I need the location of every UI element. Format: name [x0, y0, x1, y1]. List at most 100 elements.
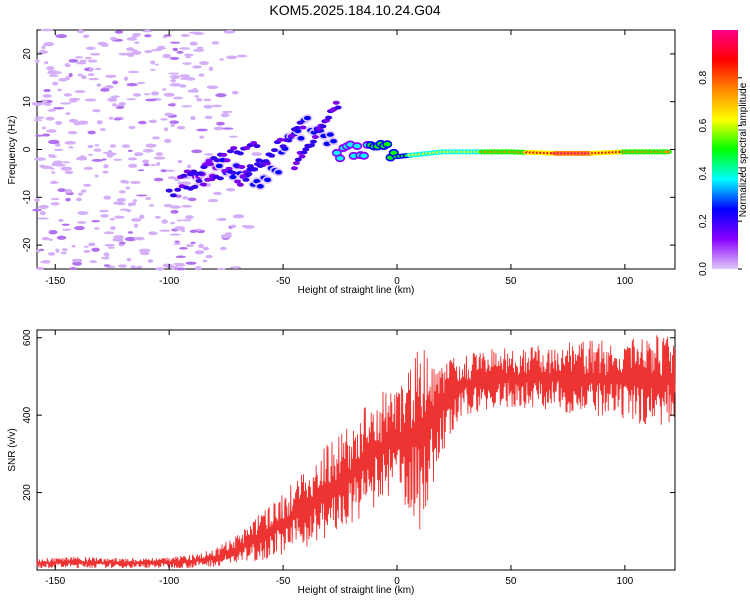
spectrogram-noise-cell — [116, 197, 127, 202]
spectrogram-noise-cell — [54, 71, 62, 74]
spectrogram-noise-cell — [52, 81, 59, 86]
spectrogram-noise-cell — [169, 233, 182, 236]
spectrogram-ridge-cell — [250, 141, 258, 146]
spectrogram-noise-cell — [150, 164, 157, 167]
spectrogram-noise-cell — [57, 88, 62, 92]
spectrogram-noise-cell — [120, 208, 130, 211]
snr-y-axis-label: SNR (v/v) — [7, 428, 18, 471]
spectrogram-noise-cell — [136, 81, 146, 85]
spectrogram-noise-cell — [42, 133, 51, 137]
spectrogram-ridge-cell — [195, 178, 203, 183]
spectrogram-noise-cell — [96, 83, 102, 87]
spectrogram-noise-cell — [180, 33, 190, 37]
spectrogram-noise-cell — [53, 148, 64, 152]
spectrogram-noise-cell — [150, 49, 162, 52]
spectrogram-noise-cell — [137, 169, 145, 172]
spectrogram-noise-cell — [54, 163, 66, 167]
spectrogram-x-tick-label: -100 — [159, 276, 179, 287]
spectrogram-noise-cell — [136, 265, 143, 269]
spectrogram-noise-cell — [56, 235, 67, 240]
snr-panel: -150 -100 -50 0 50 100 200 400 600 Height of st… — [7, 329, 676, 596]
spectrogram-ridge-cell — [303, 115, 311, 121]
spectrogram-noise-cell — [139, 214, 145, 219]
spectrogram-noise-cell — [50, 167, 55, 170]
snr-y-ticks: 200 400 600 — [22, 329, 675, 501]
spectrogram-noise-cell — [113, 158, 122, 161]
spectrogram-noise-cell — [174, 240, 180, 244]
spectrogram-noise-cell — [185, 77, 196, 81]
spectrogram-noise-cell — [72, 261, 82, 266]
spectrogram-noise-cell — [145, 98, 157, 102]
spectrogram-noise-cell — [192, 48, 205, 52]
spectrogram-ridge-cell — [330, 139, 338, 144]
spectrogram-ridge-cell — [285, 138, 293, 143]
spectrogram-noise-cell — [85, 46, 96, 50]
spectrogram-noise-cell — [64, 189, 73, 194]
spectrogram-noise-cell — [203, 104, 213, 109]
spectrogram-noise-cell — [229, 224, 237, 228]
spectrogram-noise-cell — [134, 41, 140, 44]
spectrogram-noise-cell — [112, 80, 119, 85]
spectrogram-noise-cell — [170, 209, 179, 214]
spectrogram-noise-cell — [176, 50, 184, 54]
spectrogram-ridge-cell — [238, 164, 246, 169]
spectrogram-noise-cell — [213, 126, 224, 131]
spectrogram-noise-cell — [130, 218, 142, 222]
spectrogram-noise-cell — [204, 115, 213, 119]
spectrogram-noise-cell — [202, 259, 208, 263]
spectrogram-ridge-cell — [239, 174, 247, 179]
chart-title: KOM5.2025.184.10.24.G04 — [269, 2, 441, 18]
spectrogram-x-tick-label: -150 — [45, 276, 65, 287]
spectrogram-ridge-cell — [298, 154, 306, 159]
spectrogram-noise-cell — [125, 52, 137, 55]
spectrogram-noise-cell — [94, 174, 99, 178]
spectrogram-ridge-cell — [251, 167, 259, 172]
spectrogram-noise-cell — [194, 266, 202, 271]
spectrogram-noise-cell — [154, 63, 159, 66]
spectrogram-noise-cell — [181, 219, 192, 222]
spectrogram-noise-cell — [251, 152, 263, 156]
spectrogram-noise-cell — [148, 119, 158, 124]
spectrogram-noise-cell — [150, 60, 156, 65]
spectrogram-ridge-cell — [293, 125, 301, 130]
spectrogram-noise-cell — [103, 231, 115, 235]
spectrogram-noise-cell — [46, 66, 55, 71]
spectrogram-noise-cell — [179, 74, 191, 78]
spectrogram-noise-cell — [150, 68, 156, 71]
spectrogram-noise-cell — [126, 257, 132, 262]
spectrogram-noise-cell — [127, 157, 138, 161]
spectrogram-noise-cell — [68, 97, 81, 102]
spectrogram-ridge-cell — [346, 142, 354, 147]
spectrogram-noise-cell — [160, 169, 167, 173]
spectrogram-noise-cell — [35, 59, 40, 64]
spectrogram-noise-cell — [50, 202, 60, 206]
spectrogram-noise-cell — [179, 84, 187, 88]
spectrogram-noise-cell — [41, 236, 50, 241]
spectrogram-ridge-cell — [220, 152, 228, 157]
spectrogram-ridge-cell — [271, 148, 279, 153]
spectrogram-noise-cell — [110, 226, 116, 231]
spectrogram-noise-cell — [115, 202, 126, 206]
spectrogram-noise-cell — [159, 229, 171, 232]
spectrogram-noise-cell — [110, 95, 120, 98]
spectrogram-noise-cell — [219, 58, 224, 61]
spectrogram-ridge-cell — [262, 159, 270, 164]
spectrogram-noise-cell — [87, 153, 94, 156]
spectrogram-noise-cell — [133, 236, 145, 241]
spectrogram-noise-cell — [185, 215, 194, 220]
spectrogram-noise-cell — [182, 196, 189, 200]
spectrogram-noise-cell — [68, 72, 73, 78]
spectrogram-noise-cell — [167, 103, 176, 107]
spectrogram-noise-cell — [175, 267, 186, 271]
spectrogram-noise-cell — [102, 170, 109, 174]
spectrogram-ridge-cell — [292, 161, 300, 166]
spectrogram-noise-cell — [81, 75, 87, 80]
spectrogram-noise-cell — [84, 56, 93, 60]
spectrogram-noise-cell — [144, 50, 153, 54]
spectrogram-noise-cell — [55, 120, 63, 125]
spectrogram-noise-cell — [170, 123, 175, 128]
spectrogram-x-tick-label: 50 — [505, 276, 517, 287]
spectrogram-noise-cell — [207, 198, 219, 203]
spectrogram-noise-cell — [52, 160, 63, 165]
spectrogram-noise-cell — [163, 203, 173, 208]
